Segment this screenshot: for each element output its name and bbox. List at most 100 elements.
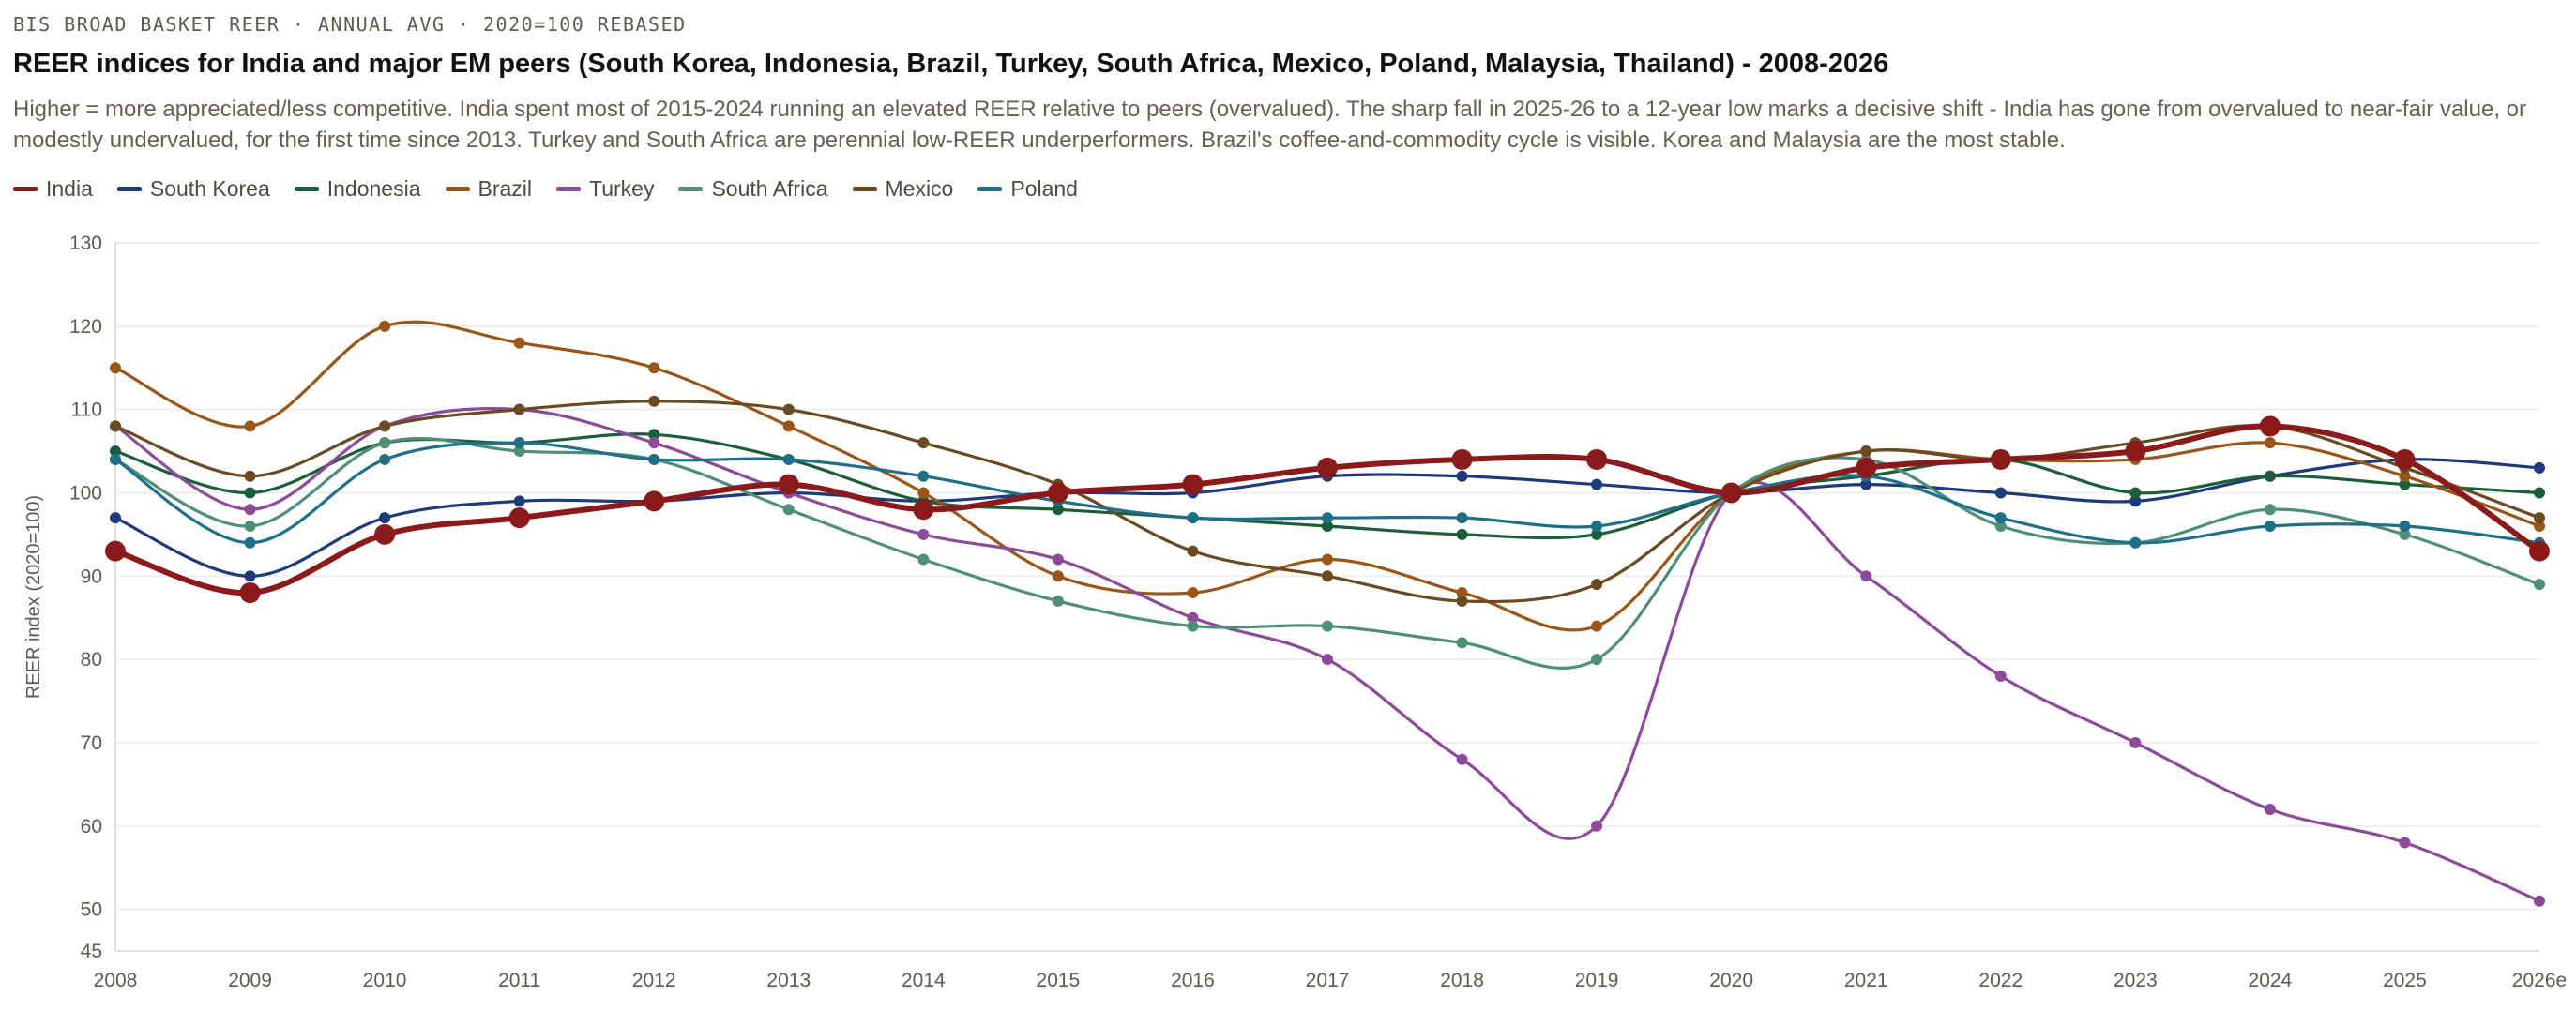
x-tick-label: 2012 (632, 970, 676, 991)
legend-item-brazil[interactable]: Brazil (445, 176, 532, 202)
data-point-south-africa: South Africa 2011: 105 (513, 445, 525, 458)
x-tick-label: 2024 (2249, 970, 2293, 991)
data-point-mexico: Mexico 2009: 102 (244, 470, 256, 482)
data-point-brazil: Brazil 2013: 108 (782, 420, 795, 432)
y-tick-label: 80 (81, 649, 102, 671)
data-point-turkey: Turkey 2019: 60 (1591, 820, 1603, 832)
data-point-brazil: Brazil 2026e: 96 (2534, 521, 2545, 532)
data-point-south-africa: South Africa 2009: 96 (244, 521, 256, 532)
legend-swatch (294, 187, 319, 191)
data-point-south-africa: South Africa 2026e: 89 (2534, 579, 2545, 591)
data-point-brazil: Brazil 2011: 118 (513, 337, 525, 349)
x-tick-label: 2016 (1171, 970, 1215, 991)
legend-item-indonesia[interactable]: Indonesia (294, 176, 421, 202)
x-tick-label: 2023 (2114, 970, 2158, 991)
x-tick-label: 2022 (1978, 970, 2023, 991)
data-point-india: India 2017: 103 (1317, 457, 1338, 478)
data-point-indonesia: Indonesia 2015: 98 (1052, 504, 1064, 516)
chart-title: REER indices for India and major EM peer… (13, 49, 1889, 79)
legend-item-poland[interactable]: Poland (977, 176, 1078, 202)
data-point-turkey: Turkey 2023: 70 (2129, 736, 2142, 748)
x-tick-label: 2026e (2512, 970, 2567, 991)
legend-item-india[interactable]: India (13, 176, 93, 202)
data-point-mexico: Mexico 2010: 108 (379, 420, 391, 432)
y-tick-label: 90 (81, 566, 102, 587)
data-point-south-korea: South Korea 2010: 97 (379, 512, 391, 524)
data-point-brazil: Brazil 2018: 88 (1456, 587, 1468, 599)
data-point-brazil: Brazil 2016: 88 (1187, 587, 1199, 599)
data-point-south-africa: South Africa 2024: 98 (2264, 504, 2276, 516)
data-point-turkey: Turkey 2026e: 51 (2534, 895, 2545, 907)
data-point-indonesia: Indonesia 2017: 96 (1322, 521, 1333, 532)
x-tick-label: 2014 (902, 970, 946, 991)
x-tick-label: 2013 (766, 970, 811, 991)
data-point-india: India 2011: 97 (508, 507, 530, 529)
y-tick-label: 70 (81, 732, 102, 754)
data-point-india: India 2025: 104 (2394, 448, 2416, 470)
data-point-poland: Poland 2016: 97 (1187, 512, 1199, 524)
data-point-india: India 2024: 108 (2259, 415, 2281, 437)
data-point-poland: Poland 2024: 96 (2264, 521, 2276, 532)
data-point-poland: Poland 2017: 97 (1322, 512, 1333, 524)
data-point-south-korea: South Korea 2008: 97 (110, 512, 121, 524)
chart-legend: India South Korea Indonesia Brazil Turkey Sou… (13, 176, 1078, 202)
data-point-south-africa: South Africa 2014: 92 (917, 553, 930, 566)
data-point-poland: Poland 2022: 97 (1994, 512, 2007, 524)
data-point-brazil: Brazil 2019: 84 (1591, 620, 1603, 632)
x-tick-label: 2021 (1844, 970, 1888, 991)
data-point-poland: Poland 2009: 94 (244, 536, 256, 549)
data-point-indonesia: Indonesia 2018: 95 (1456, 528, 1468, 540)
data-point-poland: Poland 2014: 102 (917, 470, 930, 482)
data-point-turkey: Turkey 2018: 68 (1456, 753, 1468, 765)
data-point-poland: Poland 2010: 104 (379, 453, 391, 465)
data-point-mexico: Mexico 2017: 90 (1322, 570, 1333, 582)
data-point-indonesia: Indonesia 2009: 100 (244, 487, 256, 499)
data-point-south-korea: South Korea 2009: 90 (244, 570, 256, 582)
data-point-south-korea: South Korea 2022: 100 (1994, 487, 2007, 499)
data-point-poland: Poland 2012: 104 (648, 453, 660, 465)
data-point-brazil: Brazil 2025: 102 (2399, 470, 2411, 482)
data-point-indonesia: Indonesia 2023: 100 (2129, 487, 2142, 499)
data-point-south-korea: South Korea 2023: 99 (2129, 495, 2142, 507)
data-point-mexico: Mexico 2008: 108 (110, 420, 121, 432)
data-point-turkey: Turkey 2016: 85 (1187, 611, 1199, 624)
data-point-india: India 2016: 101 (1182, 474, 1204, 495)
data-point-brazil: Brazil 2015: 90 (1052, 570, 1064, 582)
data-point-poland: Poland 2008: 104 (110, 453, 121, 465)
data-point-south-africa: South Africa 2013: 98 (782, 504, 795, 516)
data-point-south-korea: South Korea 2018: 102 (1456, 470, 1468, 482)
data-point-india: India 2008: 93 (105, 540, 126, 562)
data-point-brazil: Brazil 2014: 100 (917, 487, 930, 499)
data-point-poland: Poland 2023: 94 (2129, 536, 2142, 549)
data-point-south-africa: South Africa 2022: 96 (1994, 521, 2007, 532)
legend-item-mexico[interactable]: Mexico (852, 176, 953, 202)
legend-item-south-korea[interactable]: South Korea (116, 176, 270, 202)
data-point-south-africa: South Africa 2016: 84 (1187, 620, 1199, 632)
x-tick-label: 2008 (94, 970, 138, 991)
data-point-turkey: Turkey 2014: 95 (917, 528, 930, 540)
legend-label: India (46, 176, 93, 201)
data-point-south-africa: South Africa 2018: 82 (1456, 637, 1468, 649)
data-point-mexico: Mexico 2018: 87 (1456, 595, 1468, 607)
data-point-south-korea: South Korea 2026e: 103 (2534, 461, 2545, 474)
x-tick-label: 2019 (1575, 970, 1619, 991)
data-point-mexico: Mexico 2014: 106 (917, 437, 930, 449)
data-point-poland: Poland 2013: 104 (782, 453, 795, 465)
data-point-south-africa: South Africa 2015: 87 (1052, 595, 1064, 607)
legend-item-turkey[interactable]: Turkey (556, 176, 654, 202)
y-axis-label: REER index (2020=100) (23, 495, 44, 699)
data-point-turkey: Turkey 2009: 98 (244, 504, 256, 516)
legend-label: South Korea (149, 176, 270, 201)
legend-item-south-africa[interactable]: South Africa (678, 176, 828, 202)
data-point-india: India 2009: 88 (239, 582, 261, 604)
legend-swatch (13, 187, 38, 191)
legend-label: South Africa (711, 176, 828, 201)
legend-label: Poland (1010, 176, 1078, 201)
data-point-indonesia: Indonesia 2026e: 100 (2534, 487, 2545, 499)
legend-label: Indonesia (326, 176, 421, 201)
x-tick-label: 2010 (363, 970, 407, 991)
legend-swatch (556, 187, 582, 191)
x-tick-label: 2015 (1037, 970, 1081, 991)
x-tick-label: 2018 (1440, 970, 1484, 991)
